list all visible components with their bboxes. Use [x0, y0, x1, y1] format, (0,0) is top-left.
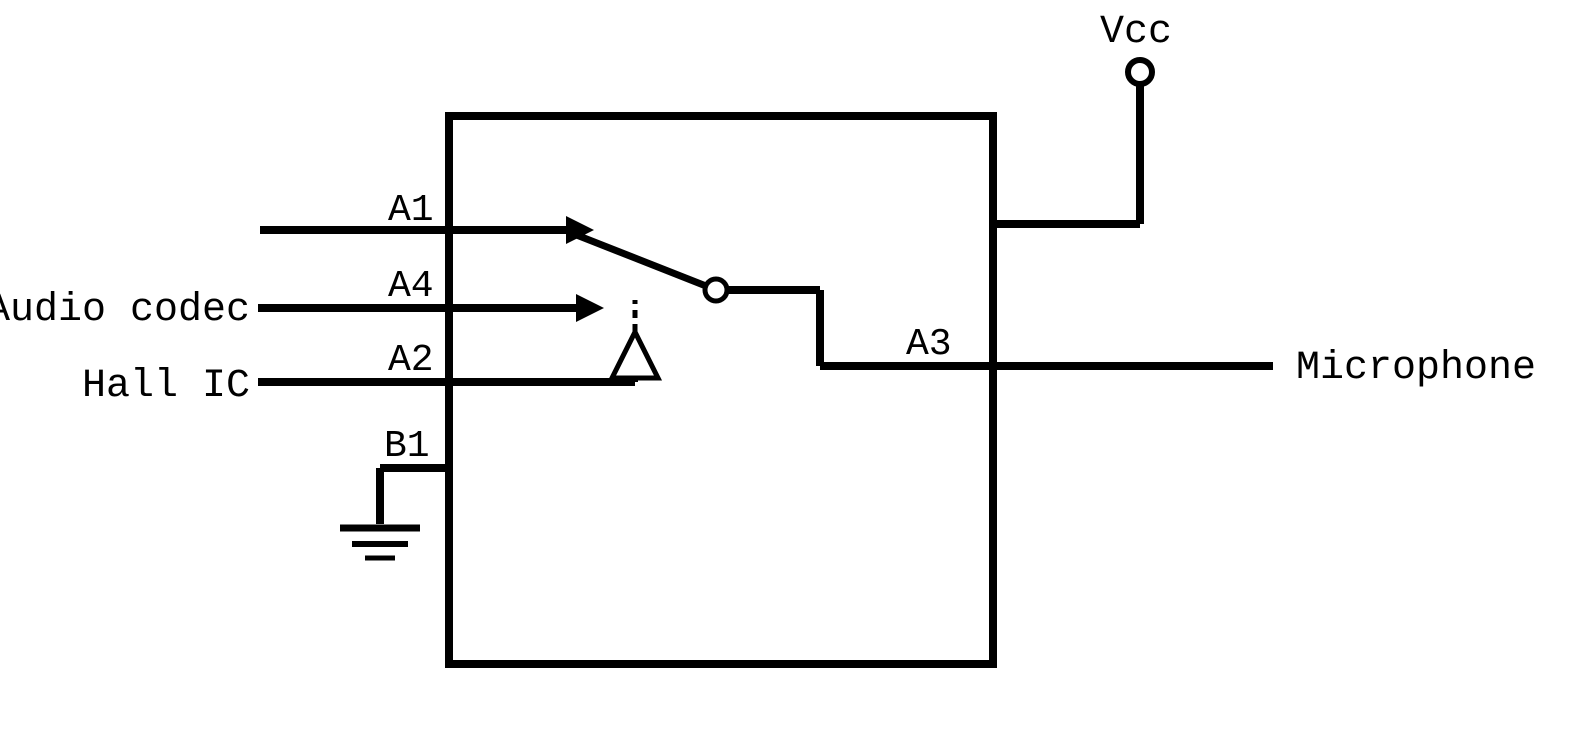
switch [574, 234, 727, 301]
a4-arrow-icon [576, 294, 604, 322]
ground-symbol [340, 528, 420, 558]
vcc-label: Vcc [1100, 10, 1172, 55]
microphone-label: Microphone [1296, 346, 1536, 391]
buffer-symbol [612, 300, 658, 382]
pin-a4-label: A4 [388, 265, 434, 308]
pin-b1-label: B1 [384, 425, 430, 468]
hall-ic-label: Hall IC [82, 364, 250, 409]
pin-a3-path [727, 290, 1273, 366]
pin-a3-label: A3 [906, 323, 952, 366]
vcc-terminal [993, 60, 1152, 224]
audio-codec-label: Audio codec [0, 288, 250, 333]
pin-a2-label: A2 [388, 339, 434, 382]
circuit-diagram: Vcc Audio codec Hall IC Microphone A1 A4… [0, 0, 1574, 745]
schematic-svg: Vcc Audio codec Hall IC Microphone A1 A4… [0, 0, 1574, 745]
pin-a1-label: A1 [388, 189, 434, 232]
ic-box [449, 116, 993, 664]
